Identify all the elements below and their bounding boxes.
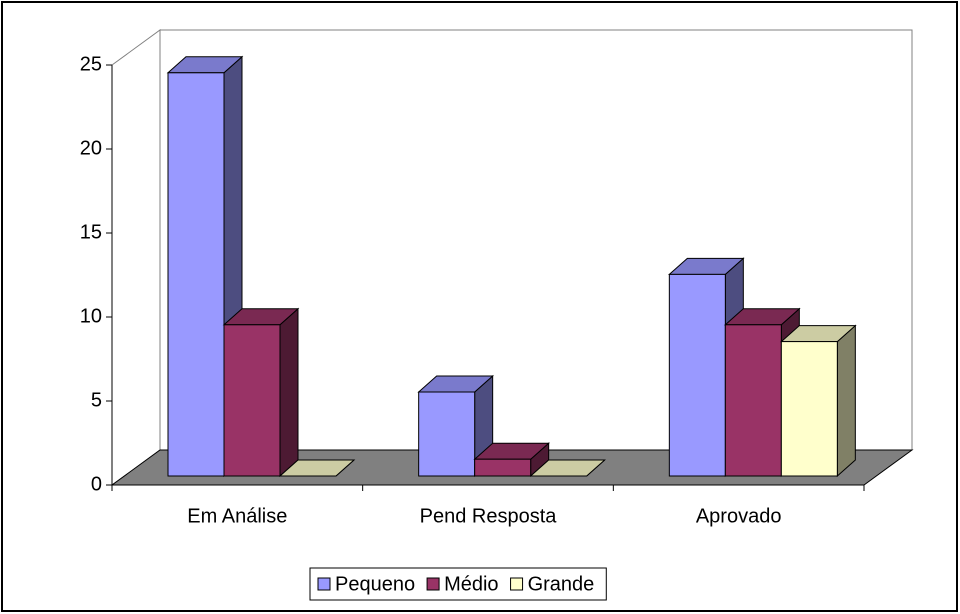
x-tick-label: Em Análise xyxy=(187,505,287,527)
legend-label: Grande xyxy=(528,573,595,595)
x-tick-label: Pend Resposta xyxy=(420,505,558,527)
bar xyxy=(668,273,726,477)
y-tick-label: 10 xyxy=(80,305,102,327)
x-tick-label: Aprovado xyxy=(696,505,782,527)
legend-label: Pequeno xyxy=(335,573,415,595)
legend-swatch xyxy=(426,577,440,591)
bar xyxy=(474,458,532,477)
side-wall xyxy=(111,29,161,486)
y-tick-label: 20 xyxy=(80,137,102,159)
bar-top xyxy=(529,459,606,477)
y-tick-label: 15 xyxy=(80,221,102,243)
bar xyxy=(418,391,476,477)
y-tick-label: 5 xyxy=(91,389,102,411)
legend-swatch xyxy=(317,577,331,591)
bar-top xyxy=(278,459,356,477)
bar xyxy=(223,324,281,477)
legend-swatch xyxy=(510,577,524,591)
bar xyxy=(724,324,782,477)
bar xyxy=(780,341,838,477)
legend xyxy=(309,567,607,601)
bar xyxy=(167,72,225,477)
bar-side xyxy=(279,307,299,478)
legend-label: Médio xyxy=(444,573,498,595)
y-tick-label: 25 xyxy=(80,53,102,75)
bar-side xyxy=(836,324,856,478)
y-tick-label: 0 xyxy=(91,473,102,495)
